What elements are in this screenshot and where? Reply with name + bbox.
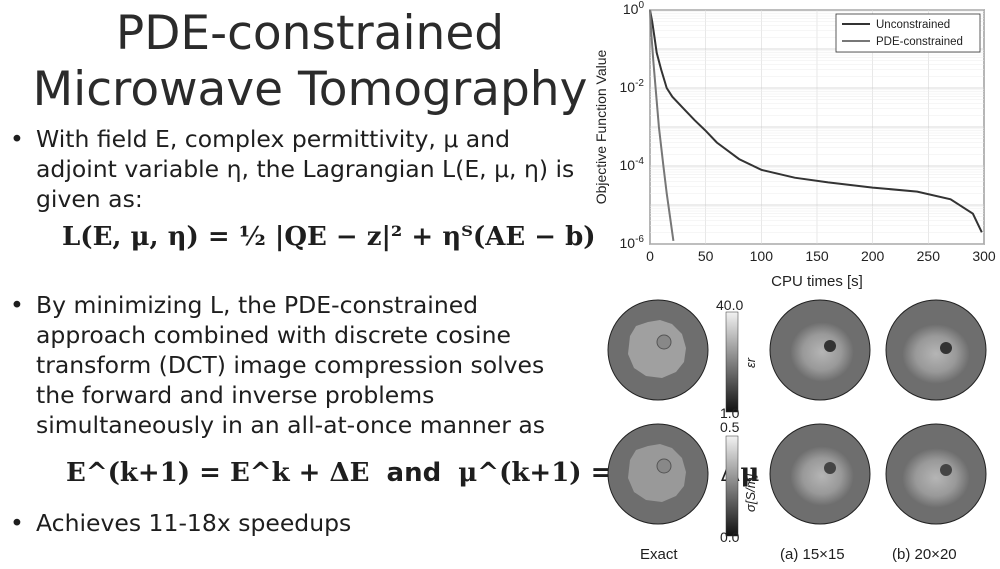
chart-legend: Unconstrained PDE-constrained xyxy=(835,13,981,53)
chart-ylabel: Objective Function Value xyxy=(593,49,609,204)
equation-update-left: E^(k+1) = E^k + ΔE xyxy=(66,458,370,488)
legend-label-unconstrained: Unconstrained xyxy=(876,19,950,31)
bullet-text: With field E, complex permittivity, μ an… xyxy=(36,125,575,213)
image-recon-15x15-permittivity xyxy=(769,299,871,401)
series-line-unconstrained xyxy=(649,9,983,233)
bullet-speedup: • Achieves 11-18x speedups xyxy=(10,508,590,538)
colorbar-conductivity: 0.5 0.0 σ[S/m] xyxy=(720,419,758,545)
x-tick-label: 0 xyxy=(646,248,654,264)
y-tick-label: 10-2 xyxy=(620,78,645,95)
equation-lagrangian: L(E, μ, η) = ½ |QE − z|² + ηᵀ(AE − b) xyxy=(62,222,596,252)
legend-label-pde: PDE-constrained xyxy=(876,36,963,48)
label-recon-20x20: (b) 20×20 xyxy=(892,546,957,563)
bullet-text: Achieves 11-18x speedups xyxy=(36,509,352,537)
bullet-text: By minimizing L, the PDE-constrained app… xyxy=(36,291,546,439)
equation-lagrangian-text: L(E, μ, η) = ½ |QE − z|² + ηᵀ(AE − b) xyxy=(62,222,596,252)
chart-ticks: 0 50 100 150 200 250 300 100 10-2 10-4 10-6 xyxy=(620,0,996,264)
image-exact-permittivity xyxy=(607,299,709,401)
colorbar-conductivity-max: 0.5 xyxy=(720,419,740,435)
chart-grid xyxy=(649,9,985,245)
x-tick-label: 300 xyxy=(972,248,996,264)
image-recon-20x20-conductivity xyxy=(885,423,987,525)
colorbar-permittivity-min: 1.0 xyxy=(720,405,740,421)
equation-update-and: and xyxy=(386,458,442,488)
x-tick-label: 150 xyxy=(805,248,829,264)
x-tick-label: 50 xyxy=(698,248,714,264)
image-recon-15x15-conductivity xyxy=(769,423,871,525)
colorbar-permittivity-bar xyxy=(725,311,739,413)
y-tick-label: 100 xyxy=(623,0,645,17)
legend-box xyxy=(835,13,981,53)
y-tick-label: 10-4 xyxy=(620,156,645,173)
bullet-marker: • xyxy=(10,509,24,537)
bullet-marker: • xyxy=(10,125,24,153)
bullet-minimizing: • By minimizing L, the PDE-constrained a… xyxy=(10,290,590,440)
label-exact: Exact xyxy=(640,546,678,563)
image-exact-conductivity xyxy=(607,423,709,525)
equation-update: E^(k+1) = E^k + ΔE and μ^(k+1) = μ^k + Δ… xyxy=(66,458,759,488)
bullet-lagrangian: • With field E, complex permittivity, μ … xyxy=(10,124,590,214)
colorbar-conductivity-bar xyxy=(725,435,739,537)
title-line-2: Microwave Tomography xyxy=(32,62,588,117)
colorbar-conductivity-min: 0.0 xyxy=(720,529,740,545)
colorbar-permittivity: 40.0 1.0 εr xyxy=(716,297,758,421)
colorbar-permittivity-label: εr xyxy=(743,357,758,368)
colorbar-permittivity-max: 40.0 xyxy=(716,297,743,313)
slide-title: PDE-constrained Microwave Tomography xyxy=(30,6,590,118)
chart-lines xyxy=(649,9,983,242)
series-line-pde-constrained xyxy=(649,9,675,242)
x-tick-label: 200 xyxy=(861,248,885,264)
tomography-images: 40.0 1.0 εr 0.5 0.0 σ[S/m] xyxy=(607,297,987,545)
chart-xlabel: CPU times [s] xyxy=(771,273,863,290)
bullet-marker: • xyxy=(10,291,24,319)
label-recon-15x15: (a) 15×15 xyxy=(780,546,845,563)
title-line-1: PDE-constrained xyxy=(115,6,505,61)
convergence-chart: 0 50 100 150 200 250 300 100 10-2 10-4 10-6 CPU ti… xyxy=(593,0,996,290)
image-recon-20x20-permittivity xyxy=(885,299,987,401)
x-tick-label: 100 xyxy=(750,248,774,264)
y-tick-label: 10-6 xyxy=(620,234,645,251)
x-tick-label: 250 xyxy=(917,248,941,264)
colorbar-conductivity-label: σ[S/m] xyxy=(743,473,758,512)
